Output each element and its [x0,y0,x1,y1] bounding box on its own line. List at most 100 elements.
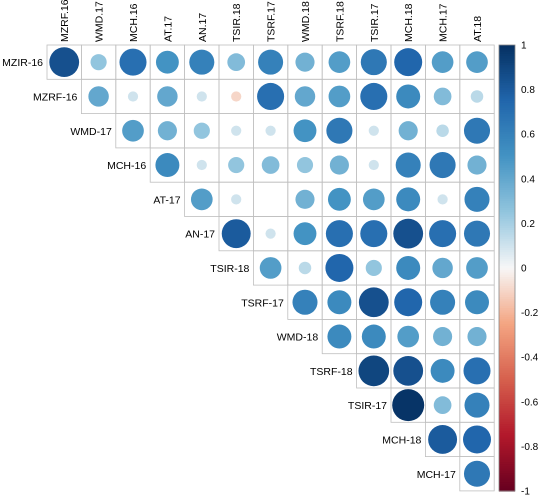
correlation-circle [293,222,317,246]
colorbar-segment [499,296,515,300]
colorbar-segment [499,167,515,171]
colorbar [498,44,516,492]
colorbar-segment [499,225,515,229]
correlation-circle [155,50,179,74]
colorbar-segment [499,450,515,454]
correlation-circle [433,87,452,106]
colorbar-segment [499,80,515,84]
colorbar-segment [499,256,515,260]
correlation-circle [221,219,251,249]
colorbar-tick-labels: 1 0.8 0.6 0.4 0.2 0 -0.2 -0.4 -0.6 -0.8 -1 [521,41,539,498]
colorbar-segment [499,399,515,403]
correlation-circle [362,188,385,211]
colorbar-tick-label: 0 [521,264,527,275]
colorbar-segment [499,98,515,102]
colorbar-segment [499,67,515,71]
colorbar-segment [499,76,515,80]
colorbar-segment [499,183,515,187]
correlation-circle [261,156,280,174]
colorbar-tick-label: 0.4 [521,174,535,185]
colorbar-segment [499,111,515,115]
colorbar-segment [499,370,515,374]
colorbar-segment [499,125,515,129]
correlation-circle [463,357,491,385]
colorbar-segment [499,439,515,443]
colorbar-segment [499,236,515,240]
colorbar-segment [499,201,515,204]
correlation-circle [464,186,490,212]
colorbar-segment [499,221,515,224]
column-label: MZRF.16 [59,0,71,42]
colorbar-segment [499,152,515,155]
colorbar-segment [499,479,515,483]
colorbar-segment [499,250,515,253]
correlation-circle [325,220,353,248]
correlation-circle [396,84,421,109]
colorbar-segment [499,285,515,289]
row-label: TSRF-18 [310,366,353,378]
colorbar-segment [499,346,515,349]
correlation-circles [49,47,492,487]
colorbar-segment [499,82,515,86]
colorbar-segment [499,366,515,369]
colorbar-segment [499,216,515,220]
colorbar-segment [499,328,515,332]
colorbar-segment [499,45,515,48]
correlation-circle [429,152,456,179]
correlation-circle [189,49,215,75]
correlation-circle [196,91,207,102]
colorbar-segment [499,279,515,282]
colorbar-segment [499,196,515,200]
colorbar-segment [499,430,515,434]
correlation-circle [295,52,315,72]
correlation-circle [157,121,177,141]
correlation-circle [127,91,139,102]
colorbar-segment [499,234,515,238]
colorbar-segment [499,207,515,211]
colorbar-segment [499,470,515,474]
colorbar-segment [499,107,515,111]
correlation-circle [396,187,421,212]
column-label: TSRF.17 [266,1,278,42]
correlation-circle [463,460,491,487]
correlation-circle [327,290,352,315]
colorbar-segment [499,247,515,251]
row-label: TSIR-18 [210,263,249,275]
colorbar-segment [499,466,515,470]
correlation-circle [393,218,424,249]
correlation-circle [325,253,354,282]
colorbar-segment [499,147,515,151]
colorbar-segment [499,270,515,274]
correlation-circle [396,255,421,280]
correlation-circle [394,48,423,77]
colorbar-segment [499,69,515,73]
colorbar-segment [499,294,515,298]
column-label: MCH.17 [438,3,450,42]
correlation-circle [227,53,246,72]
correlation-circle [231,194,242,205]
correlation-circle [228,156,245,174]
colorbar-segment [499,368,515,372]
correlation-circle [360,82,388,110]
correlation-circle [190,188,213,211]
colorbar-segment [499,210,515,213]
colorbar-segment [499,392,515,396]
colorbar-segment [499,230,515,233]
correlation-circle [293,119,317,143]
correlation-circle [296,156,314,174]
row-label: MZIR-16 [2,57,43,69]
colorbar-segment [499,381,515,385]
colorbar-segment [499,482,515,485]
colorbar-segment [499,276,515,280]
colorbar-segment [499,187,515,191]
colorbar-segment [499,192,515,196]
colorbar-segment [499,62,515,66]
colorbar-segment [499,317,515,320]
correlation-circle [368,159,379,171]
colorbar-segment [499,310,515,314]
colorbar-segment [499,408,515,412]
colorbar-segment [499,274,515,278]
correlation-circle [259,257,282,279]
column-label: TSRF.18 [334,1,346,42]
colorbar-segment [499,350,515,354]
